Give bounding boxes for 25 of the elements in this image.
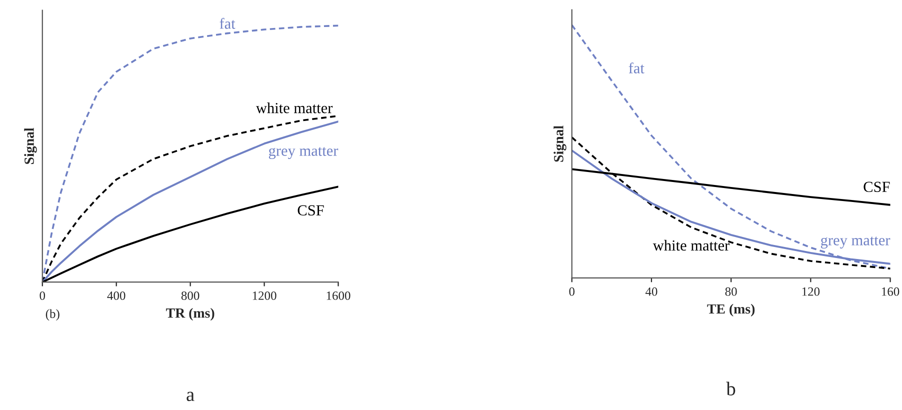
- x-tick-label: 80: [725, 287, 737, 296]
- x-tick-label: 120: [802, 287, 820, 296]
- series-label: fat: [628, 62, 644, 74]
- x-tick-label: 400: [107, 291, 126, 300]
- series-label: white matter: [652, 240, 730, 251]
- text: (b): [46, 309, 60, 321]
- x-tick-label: 1200: [252, 291, 276, 300]
- series-label: grey matter: [268, 147, 338, 160]
- x-axis-title: TR (ms): [166, 308, 214, 321]
- x-tick-label: 800: [181, 291, 200, 300]
- series-label: fat: [220, 18, 236, 29]
- series-label: white matter: [256, 102, 333, 114]
- series-label: grey matter: [820, 236, 890, 249]
- series-label: CSF: [864, 182, 890, 192]
- x-tick-label: 160: [882, 287, 900, 296]
- x-tick-label: 0: [40, 291, 46, 300]
- x-tick-label: 40: [645, 287, 658, 296]
- y-axis-title: Signal: [554, 126, 566, 162]
- x-tick-label: 0: [569, 287, 575, 296]
- x-tick-label: 1600: [326, 291, 350, 300]
- text: a: [186, 392, 194, 402]
- text: b: [726, 382, 736, 396]
- series-label: CSF: [298, 205, 324, 216]
- y-axis-title: Signal: [24, 128, 37, 164]
- x-axis-title: TE (ms): [707, 304, 755, 316]
